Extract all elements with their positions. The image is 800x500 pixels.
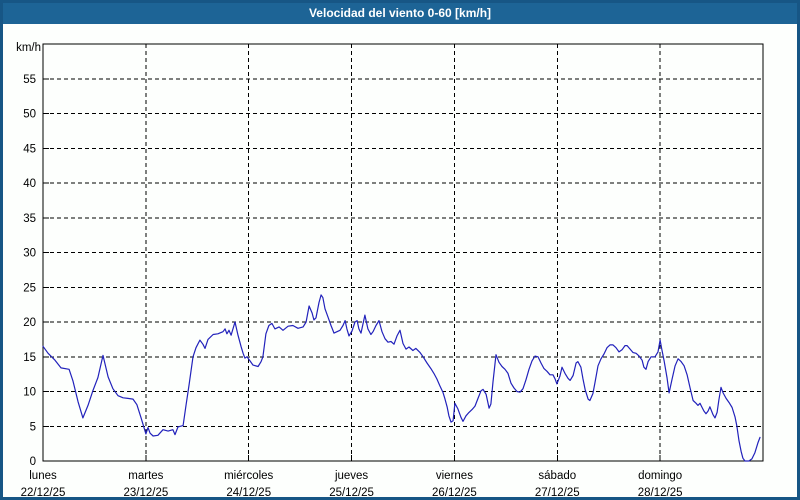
wind-speed-line-chart: 0 5 10 15 20 25 30 35 40 45 50 55 km/h lunes 22/12/25 m… bbox=[16, 42, 764, 497]
y-tick-label: 15 bbox=[23, 352, 36, 364]
y-tick-label: 5 bbox=[30, 421, 36, 433]
y-tick-label: 10 bbox=[23, 387, 36, 399]
x-date-label: 25/12/25 bbox=[329, 487, 374, 497]
y-tick-label: 20 bbox=[23, 317, 36, 329]
x-day-label: lunes bbox=[29, 470, 57, 482]
y-tick-label: 35 bbox=[23, 213, 36, 225]
y-tick-label: 55 bbox=[23, 74, 36, 86]
chart-title-bar: Velocidad del viento 0-60 [km/h] bbox=[3, 3, 797, 24]
x-day-label: domingo bbox=[638, 470, 682, 482]
chart-area: 0 5 10 15 20 25 30 35 40 45 50 55 km/h lunes 22/12/25 m… bbox=[3, 24, 797, 497]
y-tick-label: 40 bbox=[23, 178, 36, 190]
wind-speed-series-line bbox=[42, 294, 761, 462]
y-axis-unit-label: km/h bbox=[16, 42, 41, 54]
x-day-label: viernes bbox=[436, 470, 473, 482]
x-date-label: 22/12/25 bbox=[21, 487, 66, 497]
y-tick-label: 0 bbox=[30, 456, 36, 468]
x-date-label: 26/12/25 bbox=[432, 487, 477, 497]
x-day-label: martes bbox=[128, 470, 163, 482]
x-date-label: 27/12/25 bbox=[535, 487, 580, 497]
x-date-label: 23/12/25 bbox=[123, 487, 168, 497]
y-tick-label: 45 bbox=[23, 143, 36, 155]
x-date-label: 24/12/25 bbox=[226, 487, 271, 497]
y-tick-label: 30 bbox=[23, 248, 36, 260]
x-day-label: miércoles bbox=[224, 470, 273, 482]
x-day-label: jueves bbox=[334, 470, 368, 482]
x-date-label: 28/12/25 bbox=[638, 487, 683, 497]
x-day-label: sábado bbox=[538, 470, 576, 482]
y-tick-label: 25 bbox=[23, 282, 36, 294]
plot-border bbox=[42, 43, 764, 462]
y-tick-label: 50 bbox=[23, 109, 36, 121]
